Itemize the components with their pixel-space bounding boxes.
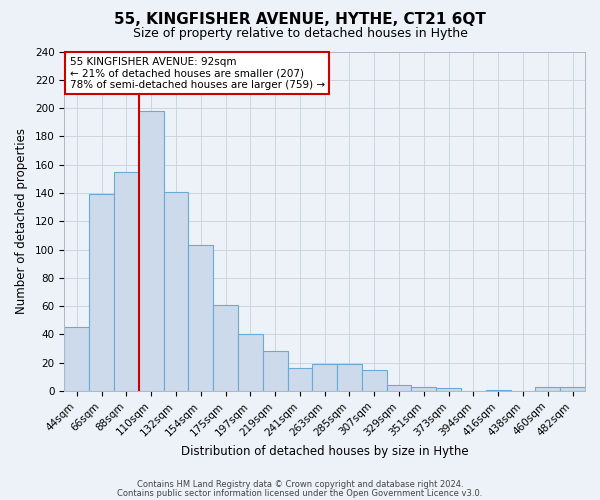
Text: Size of property relative to detached houses in Hythe: Size of property relative to detached ho… <box>133 28 467 40</box>
Bar <box>188 246 213 391</box>
Bar <box>436 388 461 391</box>
Bar <box>287 368 313 391</box>
Bar <box>313 364 337 391</box>
Bar <box>238 334 263 391</box>
Bar <box>139 111 164 391</box>
Bar <box>164 192 188 391</box>
Bar <box>486 390 511 391</box>
Bar <box>386 386 412 391</box>
Bar <box>89 194 114 391</box>
Text: 55, KINGFISHER AVENUE, HYTHE, CT21 6QT: 55, KINGFISHER AVENUE, HYTHE, CT21 6QT <box>114 12 486 28</box>
Bar <box>337 364 362 391</box>
Bar <box>535 386 560 391</box>
Bar <box>114 172 139 391</box>
Text: Contains public sector information licensed under the Open Government Licence v3: Contains public sector information licen… <box>118 489 482 498</box>
Text: 55 KINGFISHER AVENUE: 92sqm
← 21% of detached houses are smaller (207)
78% of se: 55 KINGFISHER AVENUE: 92sqm ← 21% of det… <box>70 56 325 90</box>
Bar <box>412 386 436 391</box>
Bar <box>560 386 585 391</box>
Bar <box>213 304 238 391</box>
X-axis label: Distribution of detached houses by size in Hythe: Distribution of detached houses by size … <box>181 444 469 458</box>
Bar <box>64 328 89 391</box>
Y-axis label: Number of detached properties: Number of detached properties <box>15 128 28 314</box>
Text: Contains HM Land Registry data © Crown copyright and database right 2024.: Contains HM Land Registry data © Crown c… <box>137 480 463 489</box>
Bar <box>263 352 287 391</box>
Bar <box>362 370 386 391</box>
